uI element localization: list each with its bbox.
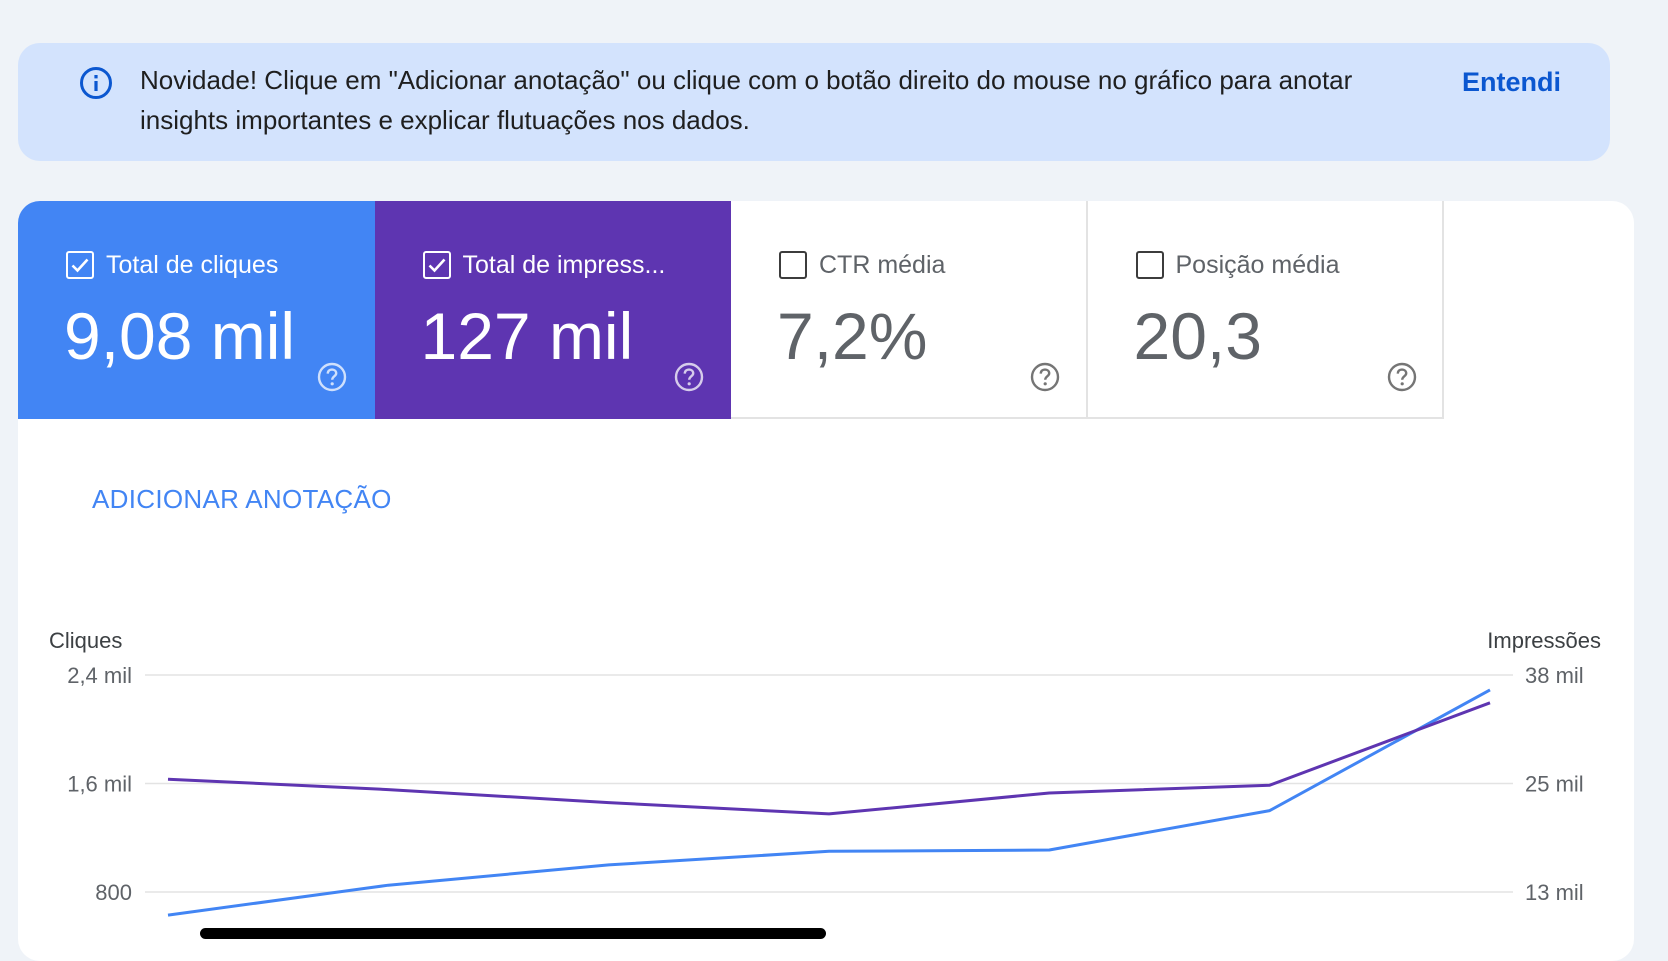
- chart-series: [167, 688, 1491, 917]
- add-annotation-button[interactable]: ADICIONAR ANOTAÇÃO: [74, 479, 410, 519]
- help-icon[interactable]: [673, 361, 705, 393]
- y-right-axis-title: Impressões: [1487, 628, 1601, 653]
- series-line-clicks[interactable]: [167, 688, 1491, 917]
- home-indicator: [200, 928, 826, 939]
- dismiss-banner-button[interactable]: Entendi: [1450, 62, 1573, 102]
- y-right-tick-label: 13 mil: [1525, 880, 1584, 905]
- info-icon: [80, 67, 112, 99]
- metric-value: 9,08 mil: [64, 299, 296, 373]
- info-banner: [18, 43, 1610, 161]
- y-right-tick-label: 38 mil: [1525, 663, 1584, 688]
- metric-value: 127 mil: [420, 299, 634, 373]
- help-icon[interactable]: [1386, 361, 1418, 393]
- y-left-tick-label: 2,4 mil: [67, 663, 132, 688]
- y-left-tick-label: 1,6 mil: [67, 772, 132, 797]
- metric-value: 7,2%: [777, 299, 928, 373]
- checkbox-checked-icon[interactable]: [66, 251, 94, 279]
- checkbox-checked-icon[interactable]: [422, 251, 451, 279]
- help-icon[interactable]: [1029, 361, 1061, 393]
- metric-tiles: Total de cliques 9,08 mil Total de impre…: [18, 201, 1444, 419]
- y-left-axis-title: Cliques: [49, 628, 122, 653]
- metric-average-ctr[interactable]: CTR média 7,2%: [731, 201, 1088, 419]
- checkbox-unchecked-icon[interactable]: [779, 251, 807, 279]
- y-left-tick-label: 800: [95, 880, 132, 905]
- help-icon[interactable]: [316, 361, 348, 393]
- metric-total-clicks[interactable]: Total de cliques 9,08 mil: [18, 201, 375, 419]
- checkbox-unchecked-icon[interactable]: [1135, 251, 1164, 279]
- metric-total-impressions[interactable]: Total de impress... 127 mil: [374, 201, 731, 419]
- metric-average-position[interactable]: Posição média 20,3: [1087, 201, 1444, 419]
- y-right-tick-label: 25 mil: [1525, 772, 1584, 797]
- metric-label: Total de impress...: [462, 251, 666, 279]
- banner-message: Novidade! Clique em "Adicionar anotação"…: [140, 65, 1353, 135]
- metric-label: CTR média: [819, 251, 946, 279]
- metric-label: Posição média: [1175, 251, 1340, 279]
- performance-card: Total de cliques 9,08 mil Total de impre…: [18, 201, 1634, 961]
- metric-value: 20,3: [1133, 299, 1262, 373]
- chart-tick-labels: 2,4 mil 38 mil 1,6 mil 25 mil 800 13 mil: [67, 663, 1583, 905]
- chart-gridlines: [145, 674, 1513, 893]
- series-line-impressions[interactable]: [167, 701, 1491, 816]
- metric-label: Total de cliques: [106, 251, 279, 279]
